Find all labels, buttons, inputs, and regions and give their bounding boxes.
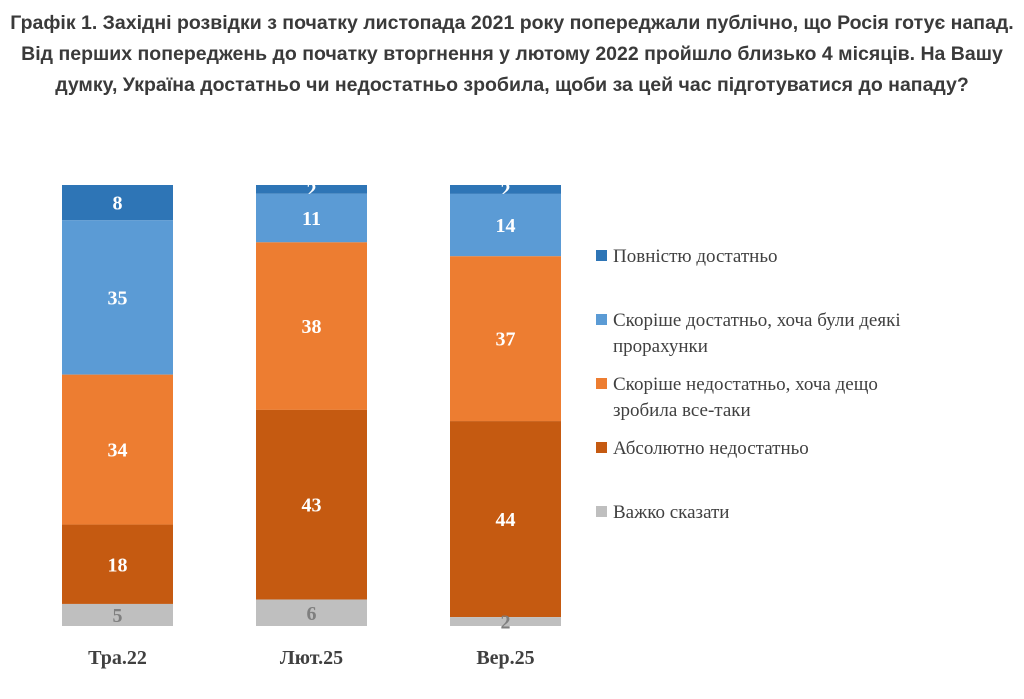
data-label: 44 (496, 509, 516, 531)
data-label: 38 (302, 316, 322, 338)
legend-label: Скоріше недостатньо, хоча дещо зробила вс… (613, 374, 878, 421)
legend-swatch (596, 442, 607, 453)
bar-segment-2-5 (256, 599, 367, 626)
bar-segment-1-1 (62, 185, 173, 221)
legend-swatch (596, 378, 607, 389)
data-label: 2 (501, 612, 511, 634)
bar-segment-1-4 (62, 524, 173, 604)
legend-label: Повністю достатньо (613, 246, 778, 267)
legend-swatch (596, 250, 607, 261)
category-label: Вер.25 (476, 647, 534, 669)
bar-segment-2-2 (256, 193, 367, 243)
data-label: 8 (113, 193, 123, 215)
bar-segment-2-1 (256, 185, 367, 194)
data-label: 11 (302, 208, 321, 230)
bar-segment-1-5 (62, 603, 173, 626)
bar-segment-3-4 (450, 421, 561, 618)
data-label: 34 (108, 440, 128, 462)
legend-label: Абсолютно недостатньо (613, 438, 809, 459)
bar-segment-1-2 (62, 220, 173, 375)
legend-swatch (596, 314, 607, 325)
legend-label: Важко сказати (613, 502, 729, 523)
bar-segment-3-3 (450, 256, 561, 422)
bar-segment-1-3 (62, 374, 173, 525)
data-label: 6 (307, 603, 317, 625)
bar-segment-3-2 (450, 193, 561, 257)
data-label: 2 (501, 179, 511, 201)
data-label: 14 (496, 215, 516, 237)
bar-segment-2-3 (256, 242, 367, 410)
bar-segment-3-5 (450, 617, 561, 626)
data-label: 43 (302, 495, 322, 517)
bar-segment-3-1 (450, 185, 561, 194)
data-label: 37 (496, 329, 516, 351)
legend-swatch (596, 506, 607, 517)
category-label: Лют.25 (280, 647, 343, 669)
data-label: 2 (307, 179, 317, 201)
legend-label: Скоріше достатньо, хоча були деякі прорах… (613, 310, 901, 357)
category-label: Тра.22 (88, 647, 147, 669)
data-label: 18 (108, 554, 128, 576)
chart-title: Графік 1. Західні розвідки з початку лис… (10, 12, 1014, 96)
bar-segment-2-4 (256, 409, 367, 600)
data-label: 35 (108, 287, 128, 309)
data-label: 5 (113, 605, 123, 627)
